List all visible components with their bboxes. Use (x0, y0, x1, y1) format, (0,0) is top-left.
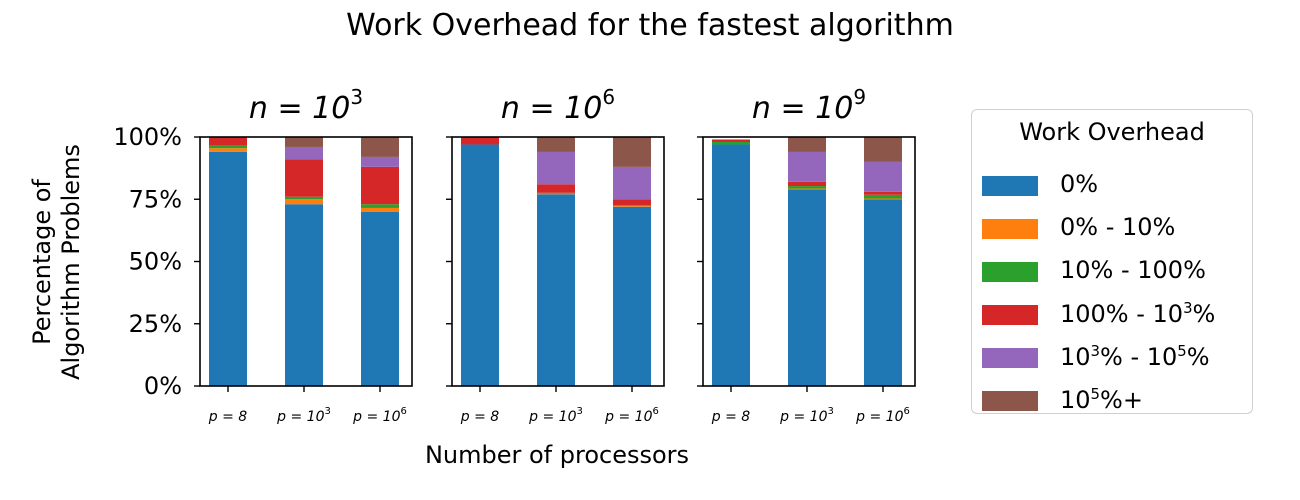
x-tick-label: p = 103 (528, 406, 583, 425)
bar-segment (864, 137, 902, 162)
bar-segment (537, 184, 575, 193)
bar-segment (864, 198, 902, 200)
legend-label: 0% - 10% (1060, 213, 1176, 241)
y-tick-label: 75% (129, 185, 182, 213)
panel-title-1: n = 103 (249, 85, 363, 126)
legend-swatch (982, 348, 1038, 368)
legend-label: 105%+ (1060, 385, 1143, 414)
legend-swatch (982, 391, 1038, 411)
bar-segment (285, 199, 323, 205)
bar-segment (285, 204, 323, 386)
x-tick-label: p = 103 (779, 406, 834, 425)
bar-segment (613, 199, 651, 206)
bar-segment (209, 148, 247, 152)
legend-label: 100% - 103% (1060, 299, 1216, 328)
bar-segment (285, 159, 323, 197)
x-tick-label: p = 8 (460, 409, 500, 425)
legend-title: Work Overhead (1019, 118, 1205, 146)
bar-segment (864, 194, 902, 199)
bar-segment (864, 191, 902, 195)
bar-segment (613, 205, 651, 206)
bar-segment (361, 166, 399, 205)
bar-segment (361, 204, 399, 208)
panel-title-3: n = 109 (752, 85, 866, 126)
bar-segment (361, 137, 399, 157)
bar-segment (788, 151, 826, 182)
chart-title: Work Overhead for the fastest algorithm (346, 8, 954, 43)
y-tick-label: 0% (144, 372, 182, 400)
bar-segment (209, 151, 247, 386)
bar-segment (285, 146, 323, 160)
bar-segment (788, 188, 826, 190)
bar-segment (461, 144, 499, 386)
y-tick-label: 25% (129, 310, 182, 338)
bar-segment (788, 186, 826, 189)
legend-swatch (982, 262, 1038, 282)
legend-swatch (982, 219, 1038, 239)
bar-segment (285, 196, 323, 200)
bar-segment (361, 156, 399, 167)
x-tick-label: p = 8 (208, 409, 248, 425)
bar-segment (285, 137, 323, 147)
y-tick-label: 100% (113, 123, 182, 151)
bar-segment (712, 144, 750, 386)
bar-segment (613, 166, 651, 200)
bar-segment (537, 194, 575, 386)
panel-frame (199, 136, 413, 387)
bar-segment (537, 137, 575, 152)
bar-segment (361, 211, 399, 386)
panel-frame (702, 136, 916, 387)
x-tick-label: p = 106 (352, 406, 407, 425)
x-tick-label: p = 103 (276, 406, 331, 425)
legend-label: 0% (1060, 170, 1099, 198)
bar-segment (613, 206, 651, 386)
bar-segment (864, 199, 902, 386)
bar-segment (788, 189, 826, 386)
bar-segment (537, 193, 575, 195)
x-tick-label: p = 8 (711, 409, 751, 425)
bar-segment (209, 137, 247, 146)
bar-segment (788, 137, 826, 152)
panel-title-2: n = 106 (501, 85, 615, 126)
bar-segment (613, 205, 651, 207)
bar-segment (461, 137, 499, 145)
bar-segment (712, 141, 750, 145)
bar-segment (788, 181, 826, 187)
panel-frame (451, 136, 665, 387)
bar-segment (712, 139, 750, 142)
x-tick-label: p = 106 (604, 406, 659, 425)
y-tick-label: 50% (129, 248, 182, 276)
bar-segment (209, 145, 247, 149)
legend: Work Overhead 0% 0% - 10% 10% - 100% 100% -… (971, 109, 1253, 414)
bar-segment (613, 137, 651, 167)
x-axis-label: Number of processors (425, 441, 689, 469)
bar-segment (864, 161, 902, 192)
legend-swatch (982, 176, 1038, 196)
legend-label: 103% - 105% (1060, 342, 1210, 371)
legend-swatch (982, 305, 1038, 325)
y-axis-label: Percentage ofAlgorithm Problems (28, 144, 85, 380)
bar-segment (361, 207, 399, 212)
bar-segment (537, 192, 575, 194)
x-tick-label: p = 106 (855, 406, 910, 425)
legend-label: 10% - 100% (1060, 256, 1206, 284)
bar-segment (537, 151, 575, 185)
